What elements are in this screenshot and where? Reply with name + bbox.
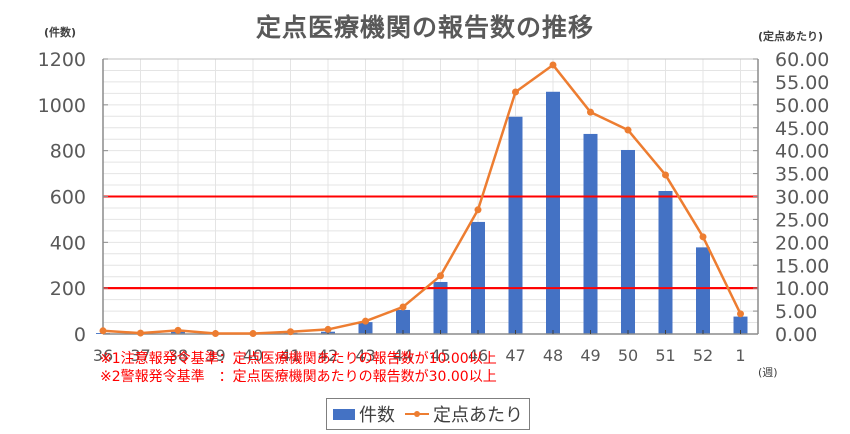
svg-text:40: 40 [243,346,263,365]
line-point-47 [512,88,519,96]
bar-44 [396,309,410,334]
svg-text:0: 0 [74,324,86,346]
svg-text:45: 45 [430,346,450,365]
x-axis-label: (週) [758,366,778,379]
svg-text:49: 49 [580,346,600,365]
legend: 件数 定点あたり [326,398,530,430]
line-point-45 [437,272,444,280]
svg-text:60.00: 60.00 [775,49,829,71]
svg-text:50: 50 [618,346,638,365]
bar-46 [471,221,485,334]
bar-series [96,91,758,334]
legend-line-label: 定点あたり [433,405,523,426]
bar-swatch-icon [333,408,355,420]
bar-48 [546,91,560,334]
right-axis-label: (定点あたり) [758,30,824,43]
svg-text:600: 600 [50,187,86,209]
svg-text:20.00: 20.00 [775,232,829,254]
svg-text:1000: 1000 [38,95,86,117]
bar-45 [433,281,448,334]
svg-text:37: 37 [130,346,150,365]
line-point-48 [549,61,557,69]
svg-text:15.00: 15.00 [775,255,829,277]
svg-text:25.00: 25.00 [775,209,829,231]
bar-43 [358,322,373,334]
svg-text:52: 52 [693,346,713,365]
svg-text:0.00: 0.00 [775,324,817,346]
line-point-42 [324,325,332,333]
chart-title: 定点医療機関の報告数の推移 [255,13,594,42]
svg-text:43: 43 [355,346,375,365]
bar-47 [508,116,523,334]
bar-51 [658,191,673,334]
svg-text:47: 47 [505,346,525,365]
svg-text:44: 44 [393,346,413,365]
line-point-46 [474,206,482,214]
svg-text:42: 42 [318,346,338,365]
line-point-52 [699,233,707,241]
line-point-38 [174,326,182,334]
bar-1 [733,316,748,334]
svg-text:50.00: 50.00 [775,95,829,117]
line-point-50 [624,126,632,134]
svg-text:41: 41 [280,346,300,365]
note-advisory-threshold: ※1注意報発令基準：定点医療機関あたりの報告数が10.00以上 [100,351,497,367]
line-marker-swatch-icon [405,408,429,420]
line-point-44 [399,303,407,311]
svg-text:400: 400 [50,232,86,254]
svg-text:36: 36 [93,346,113,365]
svg-text:800: 800 [50,141,86,163]
svg-text:40.00: 40.00 [775,141,829,163]
svg-text:5.00: 5.00 [775,301,817,323]
bar-52 [696,247,710,334]
svg-text:1: 1 [735,346,745,365]
line-point-1 [737,310,744,318]
bar-50 [621,149,635,334]
legend-item-bar: 件数 [333,401,395,427]
svg-text:46: 46 [468,346,488,365]
note-warning-threshold: ※2警報発令基準 ：定点医療機関あたりの報告数が30.00以上 [100,369,497,385]
svg-text:51: 51 [655,346,675,365]
line-series [99,61,744,338]
left-axis-label: (件数) [44,26,77,39]
svg-text:200: 200 [50,278,86,300]
tick-labels: 0200400600800100012000.005.0010.0015.002… [38,49,830,365]
legend-item-line: 定点あたり [405,401,523,427]
svg-text:35.00: 35.00 [775,164,829,186]
line-point-39 [212,330,219,338]
svg-text:45.00: 45.00 [775,118,829,140]
svg-text:38: 38 [168,346,188,365]
line-point-49 [587,108,594,116]
legend-bar-label: 件数 [359,405,395,426]
line-point-37 [137,329,144,337]
svg-text:30.00: 30.00 [775,187,829,209]
svg-text:10.00: 10.00 [775,278,829,300]
line-point-40 [249,330,257,338]
svg-text:48: 48 [543,346,563,365]
svg-text:39: 39 [205,346,225,365]
line-point-43 [362,317,369,325]
line-point-51 [662,171,669,179]
svg-text:1200: 1200 [38,49,86,71]
bar-49 [583,133,598,334]
line-point-36 [99,327,107,335]
svg-text:55.00: 55.00 [775,72,829,94]
line-point-41 [287,328,294,336]
